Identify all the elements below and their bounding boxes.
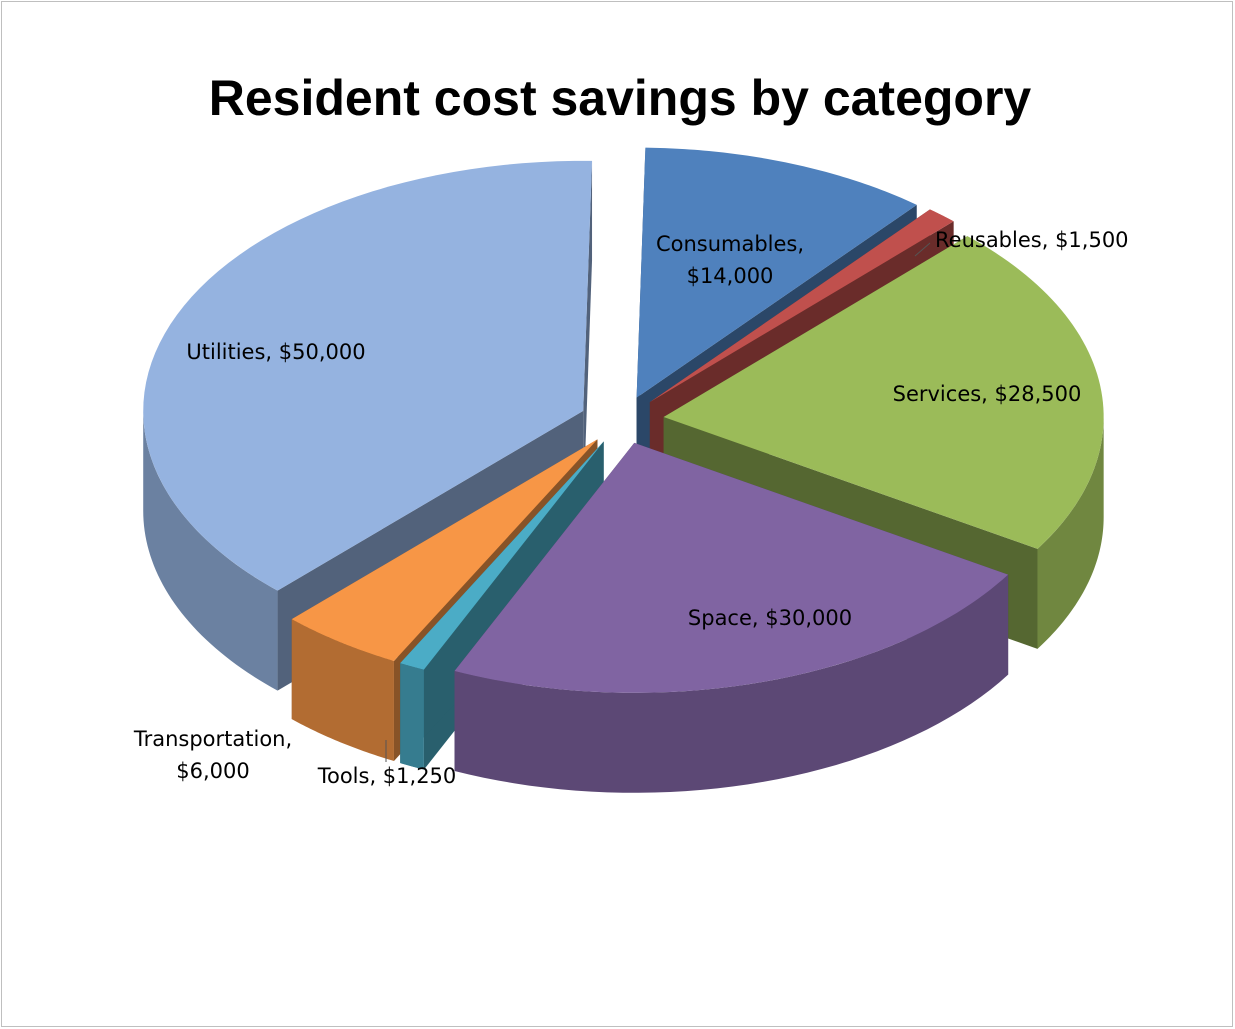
- slice-wall: [143, 410, 278, 691]
- data-label-line: Transportation,: [133, 727, 292, 751]
- data-label-line: $6,000: [176, 759, 249, 783]
- slice-side: [583, 160, 593, 511]
- slice-side: [400, 441, 604, 764]
- slice-top: [649, 209, 954, 403]
- data-label: Reusables, $1,500: [935, 228, 1129, 252]
- slice-top: [454, 442, 1009, 693]
- slice: [454, 442, 1009, 793]
- slice-top: [143, 160, 593, 591]
- data-label: Transportation, $6,000: [133, 727, 292, 783]
- data-label: Tools, $1,250: [317, 764, 457, 788]
- data-labels: Consumables, $14,000 Reusables, $1,500 Serv…: [133, 228, 1129, 788]
- data-label-line: Consumables,: [656, 232, 804, 256]
- slice-wall: [1037, 416, 1104, 649]
- slice-top: [291, 439, 598, 662]
- pie: [143, 147, 1104, 793]
- data-label: Consumables, $14,000: [656, 232, 804, 288]
- data-label: Space, $30,000: [688, 606, 852, 630]
- slice-top: [663, 236, 1104, 549]
- data-label-line: $14,000: [687, 264, 774, 288]
- slice-top: [400, 441, 604, 670]
- slice-wall: [454, 574, 1009, 793]
- slice-wall: [291, 619, 394, 762]
- data-label: Services, $28,500: [893, 382, 1082, 406]
- data-label: Utilities, $50,000: [186, 340, 365, 364]
- slice-wall: [400, 663, 424, 770]
- chart-title: Resident cost savings by category: [209, 70, 1032, 126]
- slice-top: [636, 147, 917, 398]
- leader-line: [914, 242, 931, 257]
